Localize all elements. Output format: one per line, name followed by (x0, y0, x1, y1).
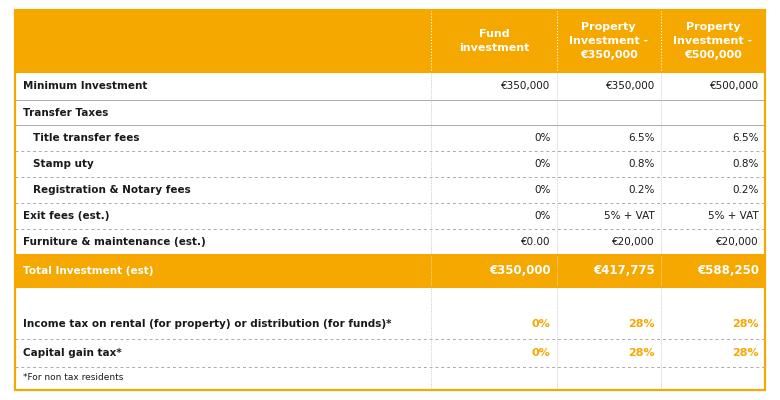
Text: €588,250: €588,250 (697, 264, 759, 278)
Text: Income tax on rental (for property) or distribution (for funds)*: Income tax on rental (for property) or d… (23, 319, 392, 329)
Text: €20,000: €20,000 (716, 237, 759, 247)
Text: 0%: 0% (534, 159, 551, 169)
Text: 0.2%: 0.2% (629, 185, 654, 195)
Text: 0%: 0% (532, 319, 551, 329)
Text: 0%: 0% (534, 185, 551, 195)
Text: 6.5%: 6.5% (628, 133, 654, 143)
Text: Exit fees (est.): Exit fees (est.) (23, 211, 109, 221)
Text: €0.00: €0.00 (521, 237, 551, 247)
Text: Minimum Investment: Minimum Investment (23, 81, 147, 91)
Text: 28%: 28% (628, 319, 654, 329)
Text: *For non tax residents: *For non tax residents (23, 374, 123, 382)
Text: 0%: 0% (534, 211, 551, 221)
Text: 0%: 0% (534, 133, 551, 143)
Text: Capital gain tax*: Capital gain tax* (23, 348, 122, 358)
Text: Transfer Taxes: Transfer Taxes (23, 108, 108, 118)
Bar (15, 125, 765, 151)
Bar (15, 287, 765, 309)
Text: Property
Investment -
€350,000: Property Investment - €350,000 (569, 22, 648, 60)
Text: Registration & Notary fees: Registration & Notary fees (33, 185, 191, 195)
Text: 28%: 28% (732, 319, 759, 329)
Text: Furniture & maintenance (est.): Furniture & maintenance (est.) (23, 237, 206, 247)
Bar (15, 339, 765, 367)
Bar (15, 203, 765, 229)
Text: Fund
investment: Fund investment (459, 29, 529, 53)
Text: €350,000: €350,000 (489, 264, 551, 278)
Bar (15, 229, 765, 255)
Text: Total Investment (est): Total Investment (est) (23, 266, 154, 276)
Bar (15, 309, 765, 339)
Text: €500,000: €500,000 (710, 81, 759, 91)
Text: 0.8%: 0.8% (629, 159, 654, 169)
Bar (15, 100, 765, 125)
Text: €350,000: €350,000 (502, 81, 551, 91)
Bar (15, 255, 765, 287)
Text: 6.5%: 6.5% (732, 133, 759, 143)
Text: 28%: 28% (732, 348, 759, 358)
Text: 28%: 28% (628, 348, 654, 358)
Bar (15, 177, 765, 203)
Text: 0.8%: 0.8% (732, 159, 759, 169)
Bar (15, 151, 765, 177)
Text: €20,000: €20,000 (612, 237, 654, 247)
Text: €350,000: €350,000 (605, 81, 654, 91)
Bar (15, 10, 765, 72)
Bar (15, 367, 765, 389)
Text: Title transfer fees: Title transfer fees (33, 133, 140, 143)
Text: 0%: 0% (532, 348, 551, 358)
Text: Stamp uty: Stamp uty (33, 159, 94, 169)
Text: €417,775: €417,775 (593, 264, 654, 278)
Text: 5% + VAT: 5% + VAT (604, 211, 654, 221)
Bar (15, 72, 765, 100)
Text: Property
Investment -
€500,000: Property Investment - €500,000 (673, 22, 753, 60)
Text: 0.2%: 0.2% (732, 185, 759, 195)
Text: 5% + VAT: 5% + VAT (708, 211, 759, 221)
